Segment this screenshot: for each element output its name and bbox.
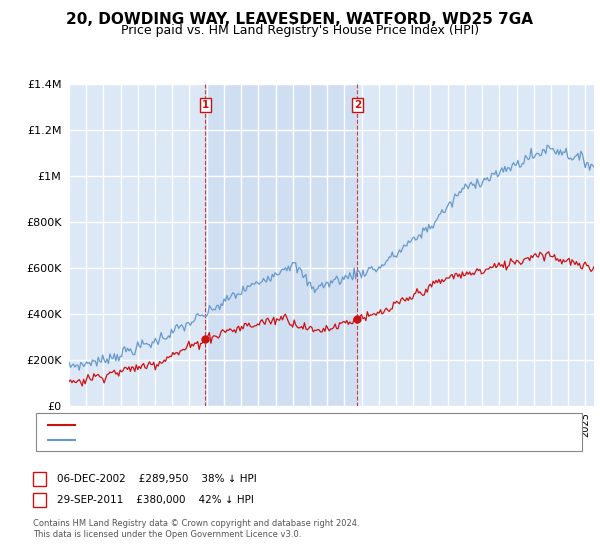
Text: HPI: Average price, detached house, Three Rivers: HPI: Average price, detached house, Thre…	[81, 435, 323, 445]
Text: Contains HM Land Registry data © Crown copyright and database right 2024.
This d: Contains HM Land Registry data © Crown c…	[33, 519, 359, 539]
Text: 20, DOWDING WAY, LEAVESDEN, WATFORD, WD25 7GA (detached house): 20, DOWDING WAY, LEAVESDEN, WATFORD, WD2…	[81, 420, 441, 430]
Bar	[205, 84, 358, 406]
Text: 06-DEC-2002    £289,950    38% ↓ HPI: 06-DEC-2002 £289,950 38% ↓ HPI	[57, 474, 257, 484]
Text: 1: 1	[202, 100, 209, 110]
Text: 29-SEP-2011    £380,000    42% ↓ HPI: 29-SEP-2011 £380,000 42% ↓ HPI	[57, 494, 254, 505]
Text: 2: 2	[353, 100, 361, 110]
Text: 20, DOWDING WAY, LEAVESDEN, WATFORD, WD25 7GA: 20, DOWDING WAY, LEAVESDEN, WATFORD, WD2…	[67, 12, 533, 27]
Text: 2: 2	[36, 494, 43, 505]
Text: 1: 1	[36, 474, 43, 484]
Text: Price paid vs. HM Land Registry's House Price Index (HPI): Price paid vs. HM Land Registry's House …	[121, 24, 479, 36]
